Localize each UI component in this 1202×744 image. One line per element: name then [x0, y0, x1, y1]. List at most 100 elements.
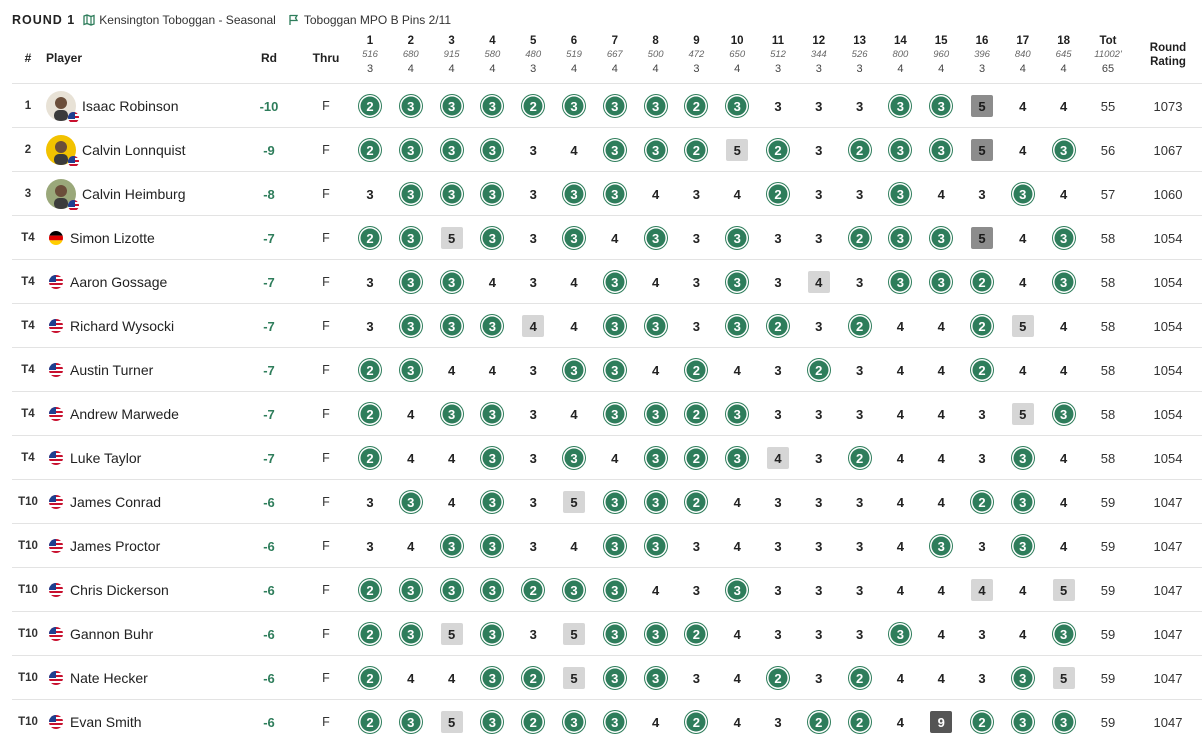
- hole-score: 3: [774, 362, 782, 378]
- hole-score: 4: [937, 670, 945, 686]
- player-cell[interactable]: Gannon Buhr: [49, 612, 249, 656]
- player-name[interactable]: Calvin Lonnquist: [82, 142, 186, 158]
- hole-header: 6 519 4: [558, 34, 590, 82]
- player-name[interactable]: Austin Turner: [70, 362, 154, 378]
- player-row[interactable]: T10 James Proctor -6 F 3 4 3 3 3 4 3 3 3 4 3 3 3 4 3 3 3 4 59 1…: [12, 523, 1202, 567]
- hole-score: 4: [1059, 98, 1068, 114]
- hole-score: 3: [930, 139, 953, 161]
- col-player[interactable]: Player: [46, 51, 83, 65]
- player-cell[interactable]: Chris Dickerson: [49, 568, 249, 612]
- round-to-par: -7: [263, 230, 275, 246]
- hole-score: 3: [930, 227, 953, 249]
- hole-score-cell: 3: [599, 568, 631, 612]
- hole-score: 3: [603, 271, 626, 293]
- player-name[interactable]: Nate Hecker: [70, 670, 148, 686]
- hole-score: 3: [930, 535, 953, 557]
- hole-score: 3: [815, 406, 823, 422]
- player-cell[interactable]: Austin Turner: [49, 348, 249, 392]
- col-rd[interactable]: Rd: [261, 51, 277, 65]
- player-cell[interactable]: Aaron Gossage: [49, 260, 249, 304]
- hole-score: 3: [726, 403, 749, 425]
- player-cell[interactable]: Luke Taylor: [49, 436, 249, 480]
- col-tot-par: 65: [1101, 63, 1115, 75]
- total-score: 59: [1100, 582, 1116, 598]
- player-cell[interactable]: Calvin Lonnquist: [46, 128, 246, 172]
- player-name[interactable]: Richard Wysocki: [70, 318, 175, 334]
- hole-score: 3: [399, 359, 422, 381]
- hole-score-cell: 4: [1048, 436, 1080, 480]
- player-row[interactable]: T4 Luke Taylor -7 F 2 4 4 3 3 3 4 3 2 3 4 3 2 4 4 3 3 4 58 1054: [12, 435, 1202, 479]
- player-row[interactable]: T4 Aaron Gossage -7 F 3 3 3 4 3 4 3 4 3 3 3 4 3 3 3 2 4 3 58 10…: [12, 259, 1202, 303]
- player-cell[interactable]: Nate Hecker: [49, 656, 249, 700]
- thru: F: [322, 187, 330, 201]
- player-name[interactable]: Gannon Buhr: [70, 626, 154, 642]
- course-link[interactable]: Kensington Toboggan - Seasonal: [99, 13, 276, 27]
- col-round-rating[interactable]: Round Rating: [1138, 34, 1198, 82]
- hole-score: 3: [726, 271, 749, 293]
- player-row[interactable]: 1 Isaac Robinson -10 F 2 3 3 3 2 3 3 3 2 3 3 3 3 3 3 5 4 4 55 1…: [12, 83, 1202, 127]
- hole-score-cell: 2: [762, 172, 794, 216]
- round-rating: 1054: [1153, 230, 1183, 246]
- hole-score-cell: 3: [354, 304, 386, 348]
- player-name[interactable]: Luke Taylor: [70, 450, 142, 466]
- player-row[interactable]: T4 Simon Lizotte -7 F 2 3 5 3 3 3 4 3 3 3 3 3 2 3 3 5 4 3 58 10…: [12, 215, 1202, 259]
- player-cell[interactable]: Simon Lizotte: [49, 216, 249, 260]
- layout-link[interactable]: Toboggan MPO B Pins 2/11: [303, 13, 452, 27]
- hole-score-cell: 2: [354, 612, 386, 656]
- player-row[interactable]: T4 Richard Wysocki -7 F 3 3 3 3 4 4 3 3 3 3 2 3 2 4 4 2 5 4 58…: [12, 303, 1202, 347]
- player-cell[interactable]: Isaac Robinson: [46, 84, 246, 128]
- player-name[interactable]: Aaron Gossage: [70, 274, 168, 290]
- hole-par: 4: [611, 63, 618, 75]
- player-cell[interactable]: James Proctor: [49, 524, 249, 568]
- player-cell[interactable]: Andrew Marwede: [49, 392, 249, 436]
- player-name[interactable]: Andrew Marwede: [70, 406, 179, 422]
- hole-score: 4: [447, 450, 456, 466]
- player-name[interactable]: Evan Smith: [70, 714, 142, 730]
- hole-score-cell: 3: [640, 436, 672, 480]
- player-row[interactable]: T4 Andrew Marwede -7 F 2 4 3 3 3 4 3 3 2 3 3 3 3 4 4 3 5 3 58 1…: [12, 391, 1202, 435]
- hole-score: 4: [733, 670, 741, 686]
- col-tot[interactable]: Tot 11002' 65: [1088, 34, 1128, 82]
- player-name[interactable]: Chris Dickerson: [70, 582, 169, 598]
- hole-par: 3: [693, 63, 700, 75]
- hole-distance: 516: [362, 49, 378, 60]
- player-cell[interactable]: James Conrad: [49, 480, 249, 524]
- hole-score-cell: 3: [640, 480, 672, 524]
- hole-score: 3: [692, 582, 700, 598]
- hole-score: 3: [603, 95, 626, 117]
- thru: F: [322, 231, 330, 245]
- player-row[interactable]: 2 Calvin Lonnquist -9 F 2 3 3 3 3 4 3 3 2 5 2 3 2 3 3 5 4 3 56…: [12, 127, 1202, 171]
- player-name[interactable]: James Proctor: [70, 538, 161, 554]
- player-row[interactable]: 3 Calvin Heimburg -8 F 3 3 3 3 3 3 3 4 3 4 2 3 3 3 4 3 3 4 57 1…: [12, 171, 1202, 215]
- player-row[interactable]: T10 Chris Dickerson -6 F 2 3 3 3 2 3 3 4 3 3 3 3 3 4 4 4 4 5 5…: [12, 567, 1202, 611]
- hole-score-cell: 3: [599, 612, 631, 656]
- hole-score: 3: [563, 359, 585, 381]
- hole-score: 3: [815, 538, 823, 554]
- hole-score-cell: 3: [395, 348, 427, 392]
- hole-score-cell: 2: [844, 216, 876, 260]
- player-name[interactable]: James Conrad: [70, 494, 162, 510]
- col-pos[interactable]: #: [24, 51, 32, 65]
- hole-score: 4: [1019, 98, 1027, 114]
- hole-score-cell: 3: [925, 128, 957, 172]
- player-row[interactable]: T4 Austin Turner -7 F 2 3 4 4 3 3 3 4 2 4 3 2 3 4 4 2 4 4 58 10…: [12, 347, 1202, 391]
- hole-score-cell: 4: [1007, 348, 1039, 392]
- player-cell[interactable]: Richard Wysocki: [49, 304, 249, 348]
- hole-distance: 645: [1055, 49, 1072, 60]
- player-cell[interactable]: Calvin Heimburg: [46, 172, 246, 216]
- player-name[interactable]: Simon Lizotte: [70, 230, 155, 246]
- hole-header: 15 960 4: [925, 34, 957, 82]
- col-thru[interactable]: Thru: [312, 51, 340, 65]
- player-row[interactable]: T10 James Conrad -6 F 3 3 4 3 3 5 3 3 2 4 3 3 3 4 4 2 3 4 59 10…: [12, 479, 1202, 523]
- hole-score: 4: [651, 714, 660, 730]
- hole-score: 3: [366, 538, 374, 554]
- player-name[interactable]: Isaac Robinson: [82, 98, 179, 114]
- hole-score-cell: 3: [436, 568, 468, 612]
- player-name[interactable]: Calvin Heimburg: [82, 186, 186, 202]
- player-row[interactable]: T10 Evan Smith -6 F 2 3 5 3 2 3 3 4 2 4 3 2 2 4 9 2 3 3 59 1047: [12, 699, 1202, 743]
- player-cell[interactable]: Evan Smith: [49, 700, 249, 744]
- hole-score-cell: 5: [436, 216, 468, 260]
- player-row[interactable]: T10 Gannon Buhr -6 F 2 3 5 3 3 5 3 3 2 4 3 3 3 3 4 3 4 3 59 104…: [12, 611, 1202, 655]
- player-row[interactable]: T10 Nate Hecker -6 F 2 4 4 3 2 5 3 3 3 4 2 3 2 4 4 3 3 5 59 104…: [12, 655, 1202, 699]
- hole-score-cell: 3: [517, 612, 549, 656]
